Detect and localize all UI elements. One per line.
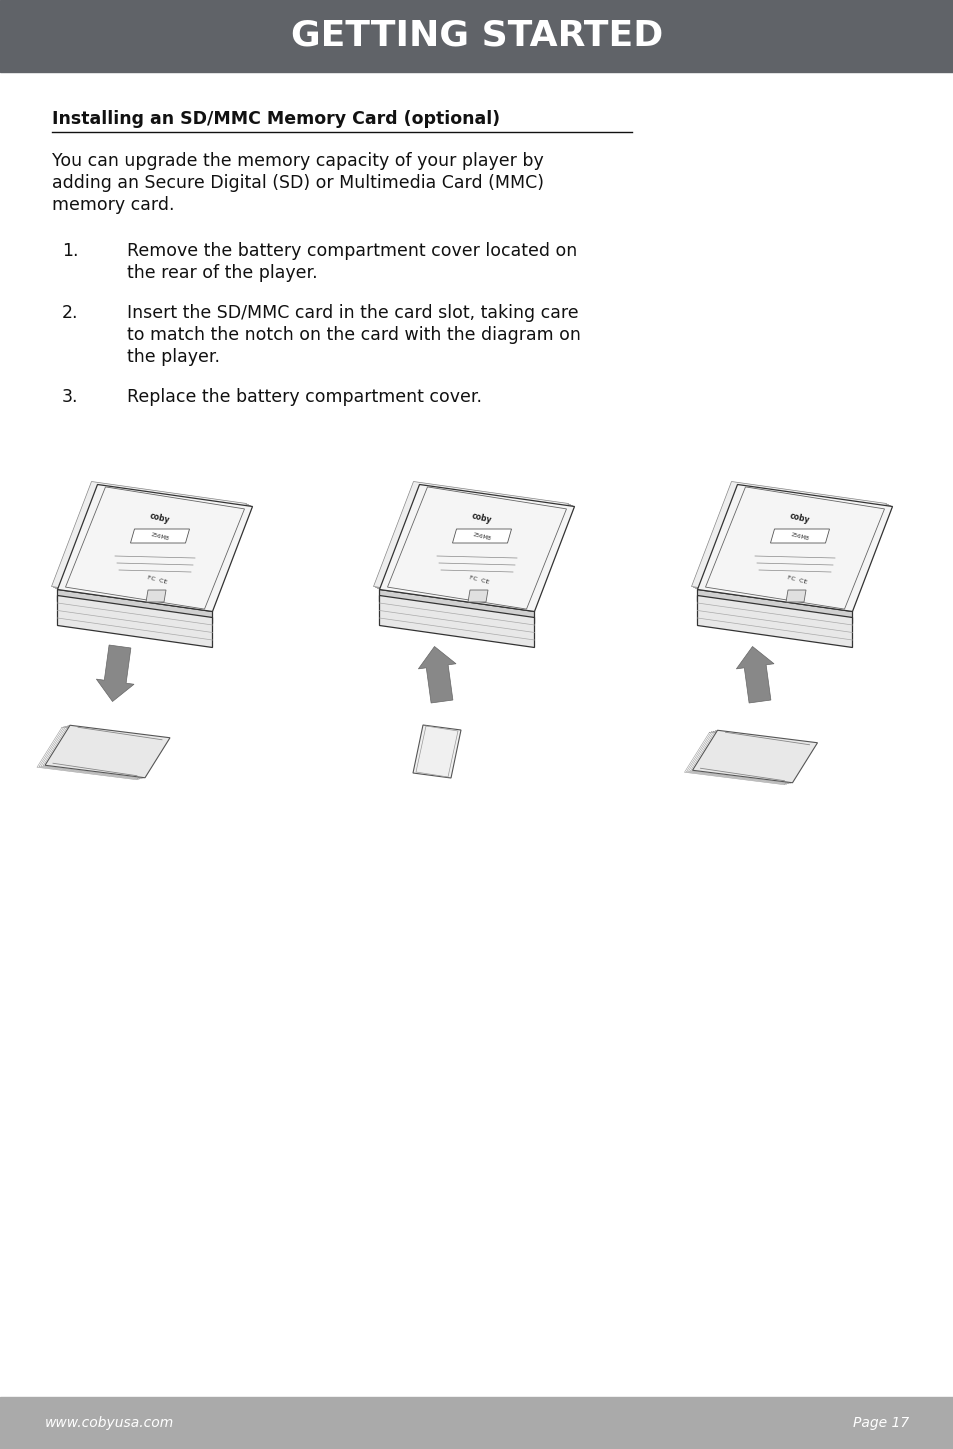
Polygon shape [693,483,887,610]
Bar [0,1397,953,1449]
Polygon shape [697,484,892,611]
Polygon shape [57,484,253,611]
Text: 256MB: 256MB [151,532,170,542]
Polygon shape [452,529,511,543]
Text: Replace the battery compartment cover.: Replace the battery compartment cover. [127,388,481,406]
Polygon shape [379,596,534,648]
Polygon shape [379,590,534,623]
Polygon shape [697,590,852,623]
Polygon shape [51,481,246,609]
Text: You can upgrade the memory capacity of your player by: You can upgrade the memory capacity of y… [52,152,543,170]
Polygon shape [57,596,213,648]
Text: Remove the battery compartment cover located on: Remove the battery compartment cover loc… [127,242,577,259]
Text: FC  CE: FC CE [785,575,806,585]
Polygon shape [692,730,817,782]
Polygon shape [413,724,460,778]
Polygon shape [375,483,570,610]
Text: to match the notch on the card with the diagram on: to match the notch on the card with the … [127,326,580,343]
Text: the player.: the player. [127,348,220,367]
Text: 1.: 1. [62,242,78,259]
Polygon shape [770,529,828,543]
Text: the rear of the player.: the rear of the player. [127,264,317,283]
Text: FC  CE: FC CE [468,575,489,585]
Polygon shape [377,484,572,610]
FancyArrow shape [96,645,133,701]
Polygon shape [468,590,488,601]
Polygon shape [55,484,251,610]
Text: FC  CE: FC CE [147,575,168,585]
Polygon shape [57,590,213,623]
Bar [0,0,953,72]
Polygon shape [379,484,574,611]
Text: GETTING STARTED: GETTING STARTED [291,19,662,54]
Polygon shape [53,483,248,610]
Text: 2.: 2. [62,304,78,322]
Text: 256MB: 256MB [472,532,491,542]
Polygon shape [691,481,885,609]
Text: coby: coby [149,511,171,525]
Text: 3.: 3. [62,388,78,406]
Text: Installing an SD/MMC Memory Card (optional): Installing an SD/MMC Memory Card (option… [52,110,499,128]
Text: Page 17: Page 17 [852,1416,908,1430]
Text: memory card.: memory card. [52,196,174,214]
Polygon shape [697,596,852,648]
Text: coby: coby [471,511,493,525]
Polygon shape [695,484,889,610]
Polygon shape [374,481,568,609]
Polygon shape [45,726,170,778]
Text: adding an Secure Digital (SD) or Multimedia Card (MMC): adding an Secure Digital (SD) or Multime… [52,174,543,193]
Text: Insert the SD/MMC card in the card slot, taking care: Insert the SD/MMC card in the card slot,… [127,304,578,322]
Polygon shape [131,529,190,543]
Polygon shape [785,590,805,601]
FancyArrow shape [736,646,773,703]
Polygon shape [146,590,166,601]
FancyArrow shape [418,646,456,703]
Text: www.cobyusa.com: www.cobyusa.com [45,1416,174,1430]
Text: coby: coby [788,511,810,525]
Text: 256MB: 256MB [789,532,809,542]
